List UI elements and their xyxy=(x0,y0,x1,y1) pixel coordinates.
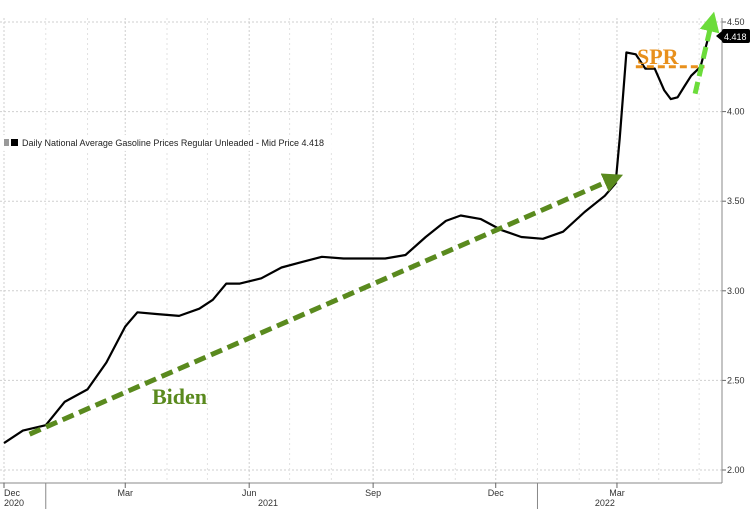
series-line-gas-price xyxy=(3,36,710,445)
legend: Daily National Average Gasoline Prices R… xyxy=(0,135,372,151)
x-tick-label: Mar xyxy=(609,488,625,498)
x-tick-label: Jun xyxy=(242,488,257,498)
x-year-label: 2021 xyxy=(258,498,278,508)
grid xyxy=(0,18,722,483)
legend-box xyxy=(0,135,372,151)
last-value-marker: 4.418 xyxy=(716,29,750,43)
x-tick-label: Dec xyxy=(4,488,21,498)
last-value-box xyxy=(722,29,750,43)
y-axis-ticks: 2.00 2.50 3.00 3.50 4.00 4.50 xyxy=(721,17,745,483)
annotation-arrow xyxy=(28,173,624,437)
annotations xyxy=(28,11,720,437)
y-tick-label: 2.00 xyxy=(727,465,745,475)
y-tick-label: 4.50 xyxy=(727,17,745,27)
annotation-arrow xyxy=(692,11,720,95)
x-year-label: 2020 xyxy=(4,498,24,508)
y-tick-label: 4.00 xyxy=(727,107,745,117)
y-tick-label: 3.00 xyxy=(727,286,745,296)
last-value-label: 4.418 xyxy=(724,32,747,42)
x-year-label: 2022 xyxy=(595,498,615,508)
legend-swatch-gray xyxy=(4,139,9,146)
x-tick-label: Dec xyxy=(488,488,505,498)
x-tick-label: Mar xyxy=(117,488,133,498)
x-axis-ticks: Dec Mar Jun Sep Dec Mar 2020 2021 2022 xyxy=(0,482,722,509)
legend-label: Daily National Average Gasoline Prices R… xyxy=(22,138,324,148)
y-tick-label: 2.50 xyxy=(727,375,745,385)
spr-annotation: SPR xyxy=(637,44,680,69)
last-value-pointer xyxy=(716,31,722,41)
x-tick-label: Sep xyxy=(365,488,381,498)
biden-annotation: Biden xyxy=(152,384,207,409)
y-tick-label: 3.50 xyxy=(727,196,745,206)
legend-swatch xyxy=(11,139,18,146)
